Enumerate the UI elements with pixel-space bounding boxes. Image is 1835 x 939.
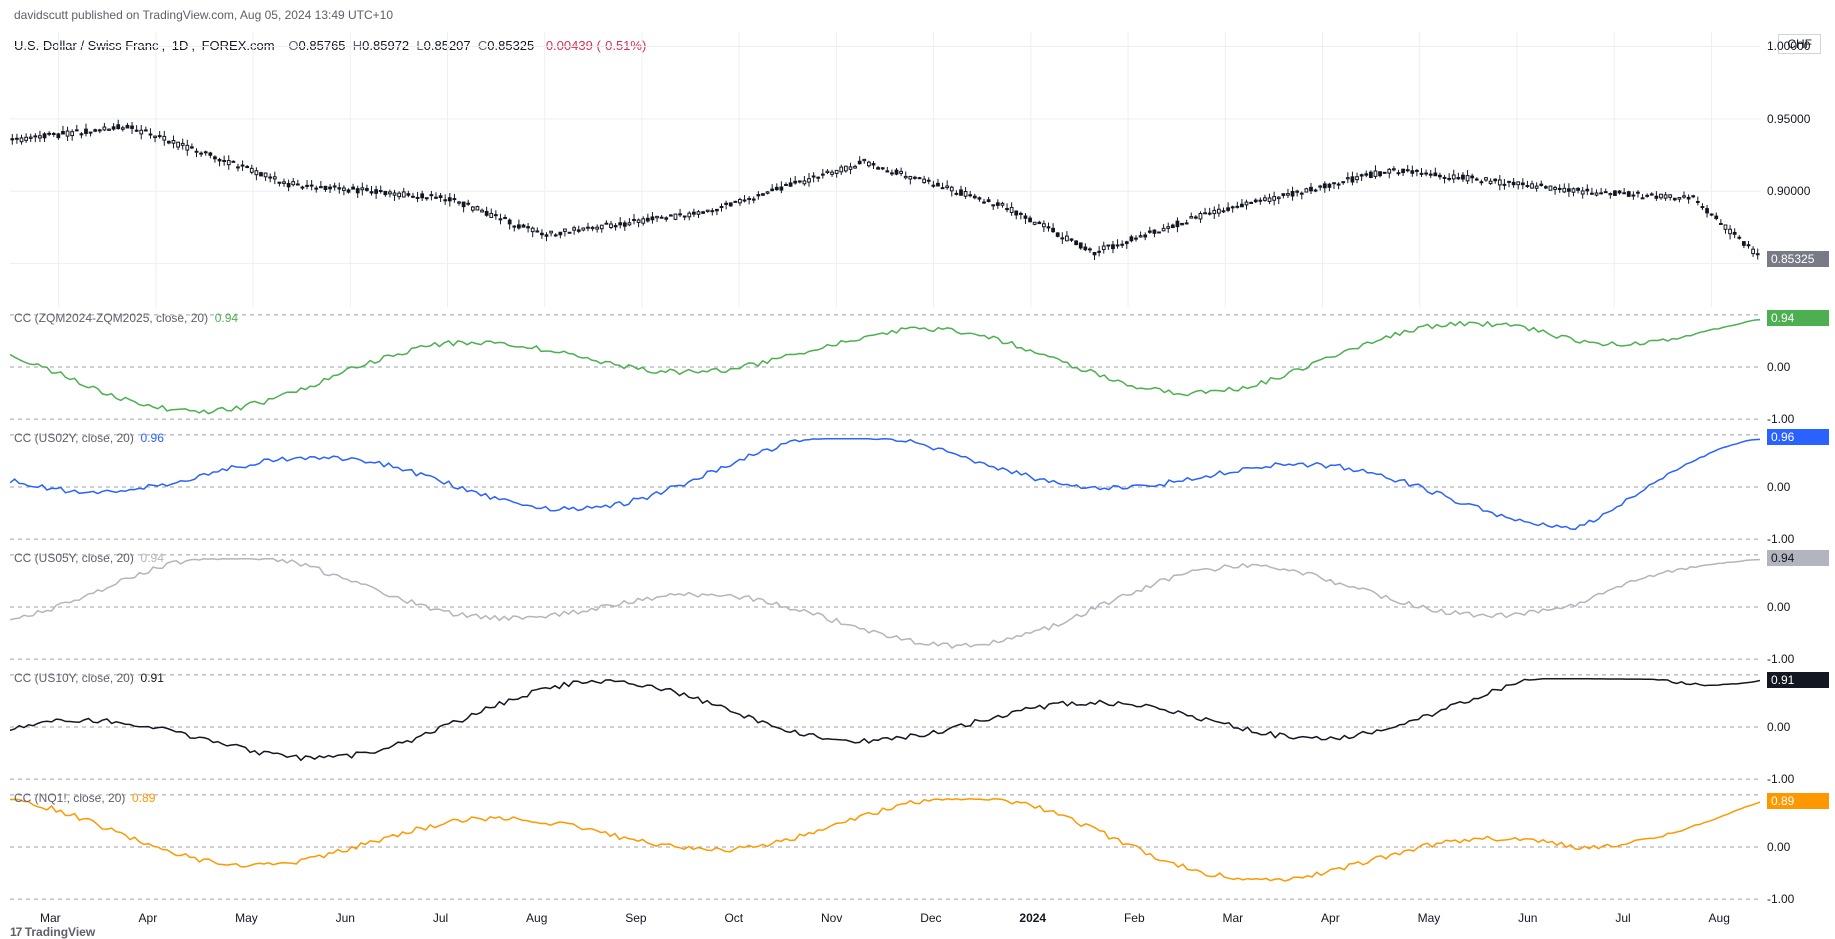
indicator-label: CC (US02Y, close, 20) 0.96 <box>14 431 164 445</box>
indicator-axis-label: -1.00 <box>1767 892 1829 906</box>
indicator-axis-label: -1.00 <box>1767 532 1829 546</box>
indicator-panel-cc4[interactable] <box>10 667 1760 787</box>
indicator-panel-cc3[interactable] <box>10 547 1760 667</box>
time-axis-label: Jun <box>1518 911 1537 929</box>
indicator-label: CC (US05Y, close, 20) 0.94 <box>14 551 164 565</box>
time-axis-label: Apr <box>1321 911 1340 929</box>
time-axis-label: Oct <box>724 911 743 929</box>
indicator-axis-label: 0.00 <box>1767 720 1829 734</box>
indicator-axis-label: 0.00 <box>1767 360 1829 374</box>
price-axis-label: 0.90000 <box>1767 184 1829 198</box>
time-axis-label: Aug <box>1709 911 1730 929</box>
publish-info: davidscutt published on TradingView.com,… <box>14 8 393 22</box>
time-axis-label: Dec <box>920 911 941 929</box>
indicator-value-tag: 0.94 <box>1767 310 1829 326</box>
time-axis-label: Nov <box>821 911 842 929</box>
time-axis-label: May <box>235 911 258 929</box>
time-axis-label: 2024 <box>1019 911 1046 929</box>
indicator-axis-label: -1.00 <box>1767 412 1829 426</box>
brand-footer: 17 TradingView <box>10 925 95 939</box>
price-axis-label: 0.95000 <box>1767 112 1829 126</box>
indicator-value-tag: 0.94 <box>1767 550 1829 566</box>
time-axis-label: Apr <box>139 911 158 929</box>
indicator-axis-label: -1.00 <box>1767 652 1829 666</box>
time-axis-label: Aug <box>526 911 547 929</box>
indicator-label: CC (NQ1!, close, 20) 0.89 <box>14 791 155 805</box>
last-price-tag: 0.85325 <box>1767 251 1829 267</box>
indicator-axis-label: -1.00 <box>1767 772 1829 786</box>
indicator-label: CC (US10Y, close, 20) 0.91 <box>14 671 164 685</box>
main-price-panel[interactable] <box>10 32 1760 307</box>
indicator-axis-label: 0.00 <box>1767 480 1829 494</box>
time-axis-label: Jul <box>1615 911 1630 929</box>
indicator-value-tag: 0.91 <box>1767 672 1829 688</box>
indicator-value-tag: 0.96 <box>1767 429 1829 445</box>
indicator-axis-label: 0.00 <box>1767 600 1829 614</box>
chart-area[interactable] <box>10 32 1760 907</box>
time-axis: MarAprMayJunJulAugSepOctNovDec2024FebMar… <box>10 911 1760 929</box>
time-axis-label: Jun <box>336 911 355 929</box>
time-axis-label: Mar <box>1223 911 1244 929</box>
price-axis-label: 1.00000 <box>1767 39 1829 53</box>
indicator-label: CC (ZQM2024-ZQM2025, close, 20) 0.94 <box>14 311 238 325</box>
time-axis-label: Jul <box>433 911 448 929</box>
time-axis-label: Feb <box>1124 911 1145 929</box>
indicator-panel-cc1[interactable] <box>10 307 1760 427</box>
indicator-axis-label: 0.00 <box>1767 840 1829 854</box>
indicator-value-tag: 0.89 <box>1767 793 1829 809</box>
time-axis-label: Sep <box>625 911 646 929</box>
indicator-panel-cc2[interactable] <box>10 427 1760 547</box>
time-axis-label: May <box>1418 911 1441 929</box>
indicator-panel-cc5[interactable] <box>10 787 1760 907</box>
